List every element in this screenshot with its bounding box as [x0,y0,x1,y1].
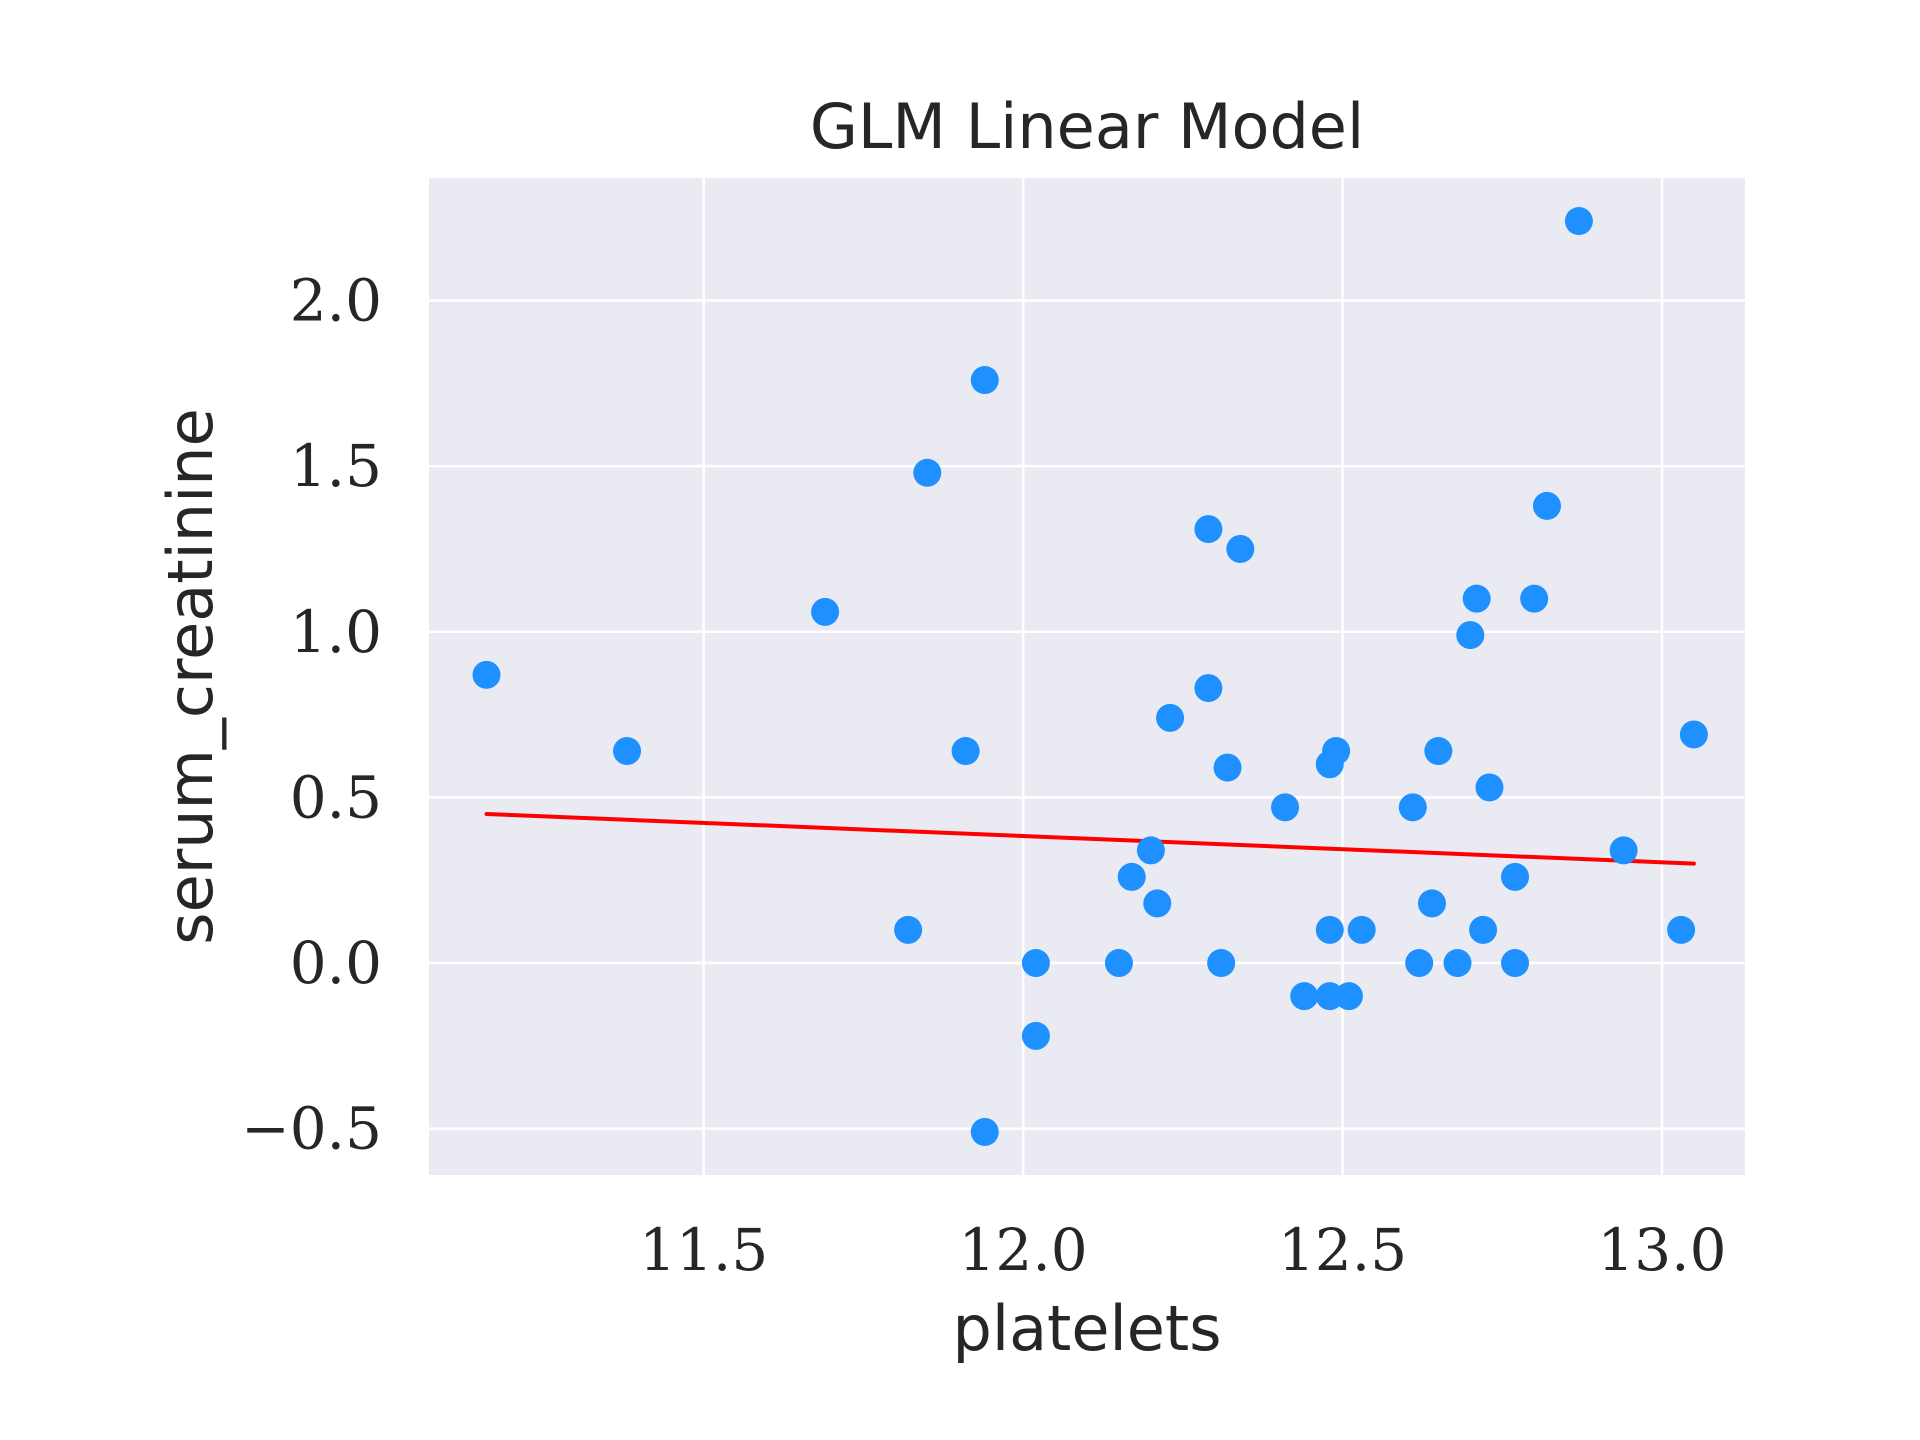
chart-title: GLM Linear Model [810,90,1364,163]
data-point [1194,674,1223,703]
data-point [1194,515,1223,544]
data-point [1398,793,1427,822]
data-point [1679,720,1708,749]
x-tick-labels: 11.5 12.0 12.5 13.0 [639,1216,1726,1284]
data-point [1315,982,1344,1011]
x-tick-label: 12.0 [959,1216,1088,1284]
data-point [1469,915,1498,944]
data-point [1021,1021,1050,1050]
data-point [1322,737,1351,766]
data-point [970,1117,999,1146]
data-point [894,915,923,944]
data-point [1456,621,1485,650]
data-point [613,737,642,766]
data-point [1609,836,1638,865]
data-points [472,207,1708,1146]
x-axis-label: platelets [952,1292,1221,1365]
data-point [1136,836,1165,865]
data-point [951,737,980,766]
data-point [1334,982,1363,1011]
y-tick-label: 0.5 [290,763,382,831]
data-point [1104,949,1133,978]
x-tick-label: 12.5 [1278,1216,1407,1284]
x-tick-label: 13.0 [1597,1216,1726,1284]
data-point [1475,773,1504,802]
data-point [1462,584,1491,613]
data-point [1520,584,1549,613]
y-tick-labels: −0.5 0.0 0.5 1.0 1.5 2.0 [241,267,382,1163]
data-point [1501,862,1530,891]
data-point [1207,949,1236,978]
data-point [1315,915,1344,944]
grid-lines [429,178,1745,1175]
data-point [913,458,942,487]
data-point [1290,982,1319,1011]
plot-area [429,178,1745,1175]
data-point [1226,534,1255,563]
data-point [1143,889,1172,918]
y-tick-label: 1.5 [290,432,382,500]
data-point [1347,915,1376,944]
data-point [1156,703,1185,732]
data-point [1564,207,1593,236]
y-tick-label: 0.0 [290,929,382,997]
data-point [1417,889,1446,918]
y-axis-label: serum_creatinine [154,408,227,944]
data-point [1405,949,1434,978]
data-point [970,366,999,395]
data-point [472,660,501,689]
y-tick-label: −0.5 [241,1095,382,1163]
data-point [1213,753,1242,782]
data-point [1271,793,1300,822]
data-point [1021,949,1050,978]
data-point [1424,737,1453,766]
y-tick-label: 2.0 [290,267,382,335]
data-point [1501,949,1530,978]
data-point [1532,491,1561,520]
fit-line [484,811,1696,866]
y-tick-label: 1.0 [290,598,382,666]
data-point [1117,862,1146,891]
data-point [811,597,840,626]
fit-line-group [484,811,1696,866]
x-tick-label: 11.5 [639,1216,768,1284]
data-point [1443,949,1472,978]
data-point [1667,915,1696,944]
